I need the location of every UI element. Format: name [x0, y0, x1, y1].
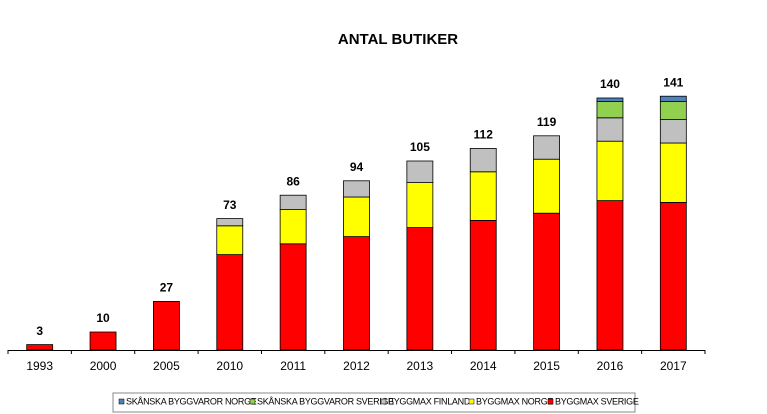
total-label: 27: [160, 281, 174, 295]
bar-segment: [533, 212, 560, 351]
x-tick-label: 2000: [90, 359, 117, 373]
bar-segment: [406, 160, 434, 184]
total-label: 140: [600, 77, 620, 91]
bar-segment: [659, 101, 687, 120]
bar-segment: [596, 101, 624, 119]
total-label: 112: [474, 128, 494, 142]
bar-segment: [406, 182, 434, 229]
legend-swatch: [380, 398, 387, 405]
bar-segment: [596, 117, 624, 142]
total-label: 3: [36, 324, 43, 338]
x-tick-label: 2010: [216, 359, 243, 373]
bar-segment: [343, 196, 370, 237]
x-tick-label: 2013: [407, 359, 434, 373]
legend-label: BYGGMAX FINLAND: [388, 396, 471, 406]
legend-label: BYGGMAX NORGE: [476, 396, 553, 406]
legend-label: SKÅNSKA BYGGVAROR SVERIGE: [257, 396, 394, 406]
x-tick-label: 2012: [343, 359, 370, 373]
bar-segment: [343, 180, 370, 198]
bar-segment: [596, 200, 624, 351]
legend-box: [112, 392, 636, 413]
bar-segment: [26, 344, 54, 351]
bar-segment: [533, 158, 560, 214]
bar-segment: [89, 331, 117, 351]
total-label: 105: [410, 140, 430, 154]
bar-segment: [153, 300, 180, 351]
bar-segment: [469, 219, 497, 351]
total-label: 141: [663, 75, 683, 89]
bar-segment: [469, 171, 497, 221]
legend-swatch: [249, 398, 256, 405]
total-label: 119: [537, 115, 557, 129]
bar-segment: [596, 97, 624, 102]
bar-segment: [279, 194, 307, 210]
x-tick-label: 2014: [470, 359, 497, 373]
x-tick-label: 2005: [153, 359, 180, 373]
bar-segment: [216, 254, 244, 351]
total-label: 10: [96, 311, 110, 325]
x-tick-label: 2017: [660, 359, 687, 373]
bar-segment: [533, 135, 560, 160]
bar-segment: [216, 225, 244, 256]
bar-segment: [659, 201, 687, 351]
x-tick-label: 1993: [26, 359, 53, 373]
bar-segment: [596, 140, 624, 201]
x-tick-label: 2015: [533, 359, 560, 373]
bar-segment: [659, 142, 687, 203]
bar-segment: [216, 218, 244, 227]
bar-segment: [659, 119, 687, 144]
total-label: 73: [223, 198, 237, 212]
bar-segment: [343, 236, 370, 351]
legend-swatch: [118, 398, 125, 405]
total-label: 86: [286, 174, 300, 188]
legend-label: BYGGMAX SVERIGE: [555, 396, 639, 406]
legend-label: SKÅNSKA BYGGVAROR NORGE: [126, 396, 257, 406]
bar-segment: [659, 95, 687, 102]
x-tick-label: 2016: [597, 359, 624, 373]
bar-segment: [469, 147, 497, 173]
bar-segment: [406, 227, 434, 351]
legend-swatch: [468, 398, 475, 405]
legend-swatch: [547, 398, 554, 405]
bar-segment: [279, 209, 307, 245]
chart-title: ANTAL BUTIKER: [338, 31, 458, 48]
total-label: 94: [350, 160, 364, 174]
bar-segment: [279, 243, 307, 351]
x-tick-label: 2011: [280, 359, 306, 373]
